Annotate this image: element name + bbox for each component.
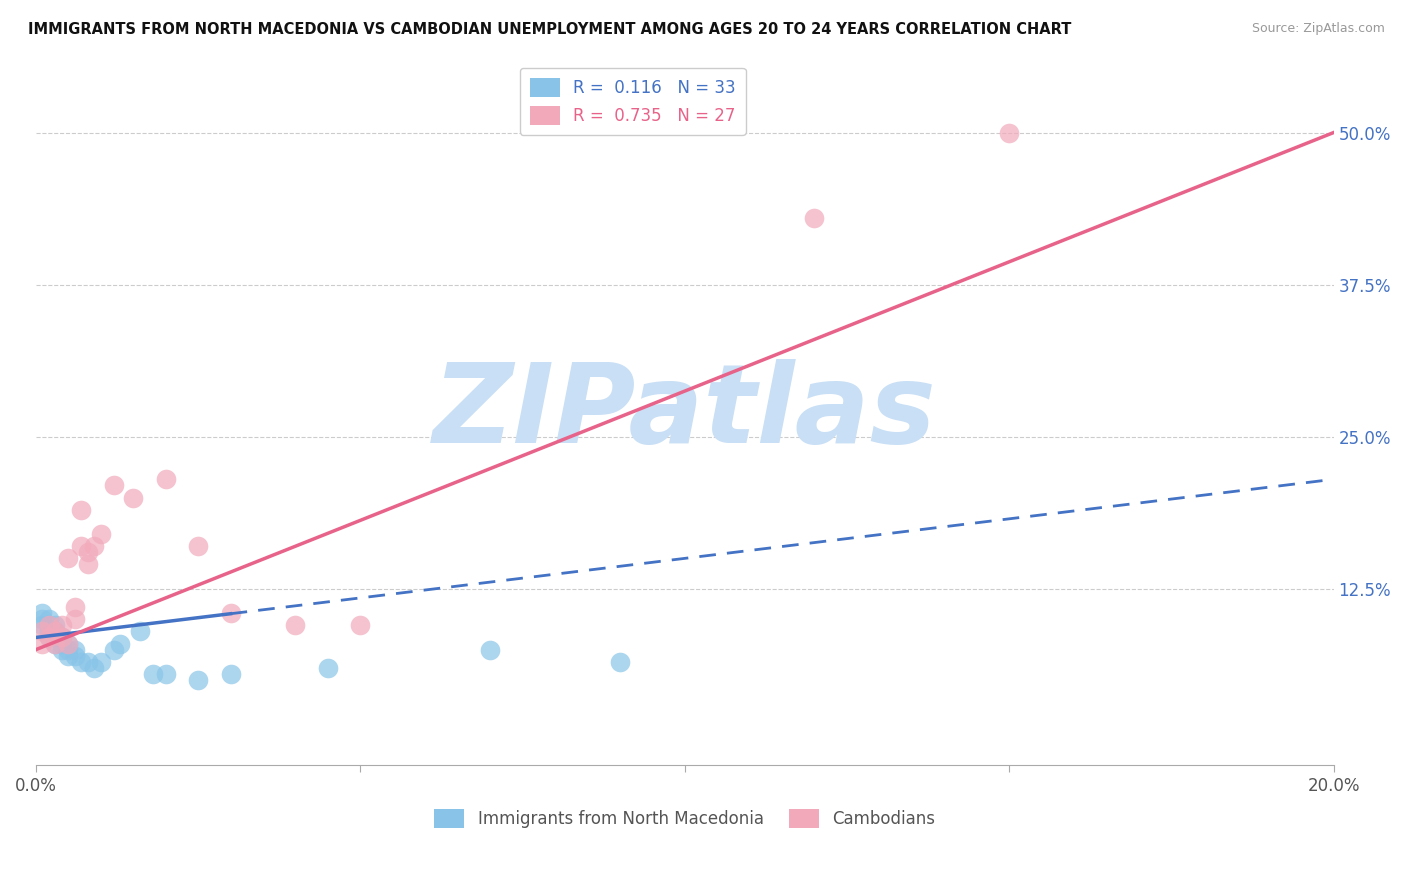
Legend: Immigrants from North Macedonia, Cambodians: Immigrants from North Macedonia, Cambodi… (427, 802, 942, 834)
Point (51, 642, 73, 657)
Point (142, 667, 165, 681)
Point (51, 618, 73, 632)
Point (58, 551, 80, 566)
Point (38, 631, 60, 645)
Point (76, 545, 98, 559)
Point (51, 631, 73, 645)
Point (31, 624, 53, 639)
Point (44, 636, 66, 650)
Point (58, 636, 80, 650)
Point (63, 642, 86, 657)
Point (998, 126, 1021, 140)
Point (349, 618, 371, 632)
Point (31, 606, 53, 620)
Point (155, 472, 177, 486)
Text: Source: ZipAtlas.com: Source: ZipAtlas.com (1251, 22, 1385, 36)
Point (90, 527, 112, 541)
Point (44, 624, 66, 639)
Point (316, 661, 339, 675)
Point (803, 211, 825, 225)
Point (63, 600, 86, 615)
Point (70, 539, 93, 553)
Text: ZIPatlas: ZIPatlas (433, 359, 936, 466)
Point (110, 636, 132, 650)
Point (38, 631, 60, 645)
Point (103, 478, 125, 492)
Point (38, 618, 60, 632)
Point (58, 642, 80, 657)
Point (479, 642, 502, 657)
Point (83, 539, 105, 553)
Point (38, 624, 60, 639)
Point (609, 655, 631, 669)
Point (38, 618, 60, 632)
Point (44, 636, 66, 650)
Point (44, 618, 66, 632)
Point (128, 624, 150, 639)
Point (70, 655, 93, 669)
Point (187, 673, 209, 687)
Point (31, 636, 53, 650)
Text: IMMIGRANTS FROM NORTH MACEDONIA VS CAMBODIAN UNEMPLOYMENT AMONG AGES 20 TO 24 YE: IMMIGRANTS FROM NORTH MACEDONIA VS CAMBO… (28, 22, 1071, 37)
Point (103, 642, 125, 657)
Point (63, 612, 86, 626)
Point (76, 558, 98, 572)
Point (58, 648, 80, 663)
Point (44, 631, 66, 645)
Point (51, 636, 73, 650)
Point (70, 502, 93, 516)
Point (31, 618, 53, 632)
Point (219, 667, 242, 681)
Point (51, 631, 73, 645)
Point (58, 636, 80, 650)
Point (219, 606, 242, 620)
Point (155, 667, 177, 681)
Point (44, 624, 66, 639)
Point (38, 612, 60, 626)
Point (83, 661, 105, 675)
Point (76, 655, 98, 669)
Point (187, 539, 209, 553)
Point (90, 655, 112, 669)
Point (63, 648, 86, 663)
Point (31, 612, 53, 626)
Point (122, 491, 145, 505)
Point (284, 618, 307, 632)
